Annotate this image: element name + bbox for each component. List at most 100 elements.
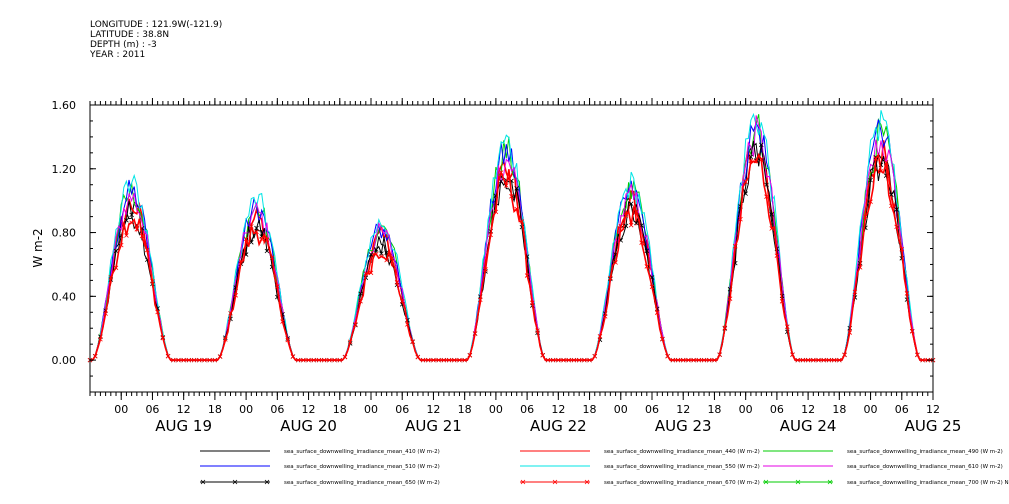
series-line [90, 110, 933, 361]
series-marker [477, 297, 483, 303]
series-marker [514, 206, 519, 212]
legend-marker [200, 479, 206, 485]
x-day-label: AUG 24 [780, 417, 837, 435]
legend-marker [264, 479, 270, 485]
legend-marker [763, 479, 769, 485]
series-marker [576, 357, 582, 363]
series-marker [831, 357, 837, 363]
series-marker [316, 357, 322, 363]
series-marker [805, 357, 811, 363]
series-marker [670, 357, 676, 363]
series-marker [764, 182, 769, 188]
legend-marker [584, 479, 590, 485]
legend-item: sea_surface_downwelling_irradiance_mean_… [520, 479, 760, 486]
series-marker [493, 209, 499, 215]
series-marker [743, 191, 748, 196]
series-marker [415, 354, 421, 360]
series-marker [170, 357, 176, 363]
series-marker [722, 325, 728, 331]
series-marker [915, 352, 920, 358]
series-marker [342, 354, 348, 360]
series-marker [254, 229, 259, 235]
series-marker [738, 216, 743, 222]
series-marker [691, 357, 696, 363]
series-marker [795, 357, 800, 363]
x-hour-label: 12 [426, 403, 440, 416]
series-marker [504, 183, 509, 188]
series-marker [665, 353, 670, 359]
series-marker [686, 357, 691, 363]
series-marker [634, 209, 639, 215]
series-marker [327, 357, 332, 363]
series-marker [358, 291, 363, 297]
series-marker [894, 207, 899, 212]
x-hour-label: 00 [739, 403, 753, 416]
series-marker [181, 357, 186, 363]
y-axis-label: W m-2 [31, 228, 45, 267]
series-marker [451, 357, 457, 363]
series-marker [680, 357, 686, 363]
series-marker [238, 259, 244, 264]
legend-marker [552, 479, 558, 485]
series-marker [165, 353, 171, 359]
series-marker [483, 267, 488, 272]
series-marker [524, 273, 530, 278]
series-7 [87, 152, 936, 363]
series-marker [675, 357, 681, 363]
series-marker [748, 154, 754, 160]
x-hour-label: 00 [239, 403, 253, 416]
series-marker [545, 357, 551, 363]
series-marker [389, 256, 395, 261]
series-marker [384, 257, 389, 263]
series-marker [217, 354, 223, 359]
legend-item: sea_surface_downwelling_irradiance_mean_… [763, 464, 1003, 470]
series-marker [644, 248, 650, 254]
series-marker [920, 357, 925, 363]
series-marker [446, 357, 452, 363]
series-marker [103, 311, 108, 316]
series-marker [98, 336, 103, 342]
x-hour-label: 00 [114, 403, 128, 416]
series-marker [150, 278, 155, 284]
series-marker [717, 352, 722, 358]
series-marker [748, 158, 754, 164]
series-marker [306, 357, 311, 363]
series-marker [868, 177, 873, 183]
x-hour-label: 06 [270, 403, 284, 416]
series-marker [535, 328, 540, 333]
series-marker [233, 293, 238, 298]
x-hour-label: 12 [302, 403, 316, 416]
series-marker [457, 357, 462, 363]
series-marker [243, 236, 249, 242]
series-marker [472, 331, 478, 336]
series-marker [842, 352, 847, 358]
legend-marker [520, 479, 526, 485]
series-marker [410, 339, 415, 344]
series-marker [602, 314, 608, 319]
plot-header: LONGITUDE : 121.9W(-121.9) LATITUDE : 38… [90, 20, 222, 60]
series-marker [826, 357, 832, 363]
x-hour-label: 06 [895, 403, 909, 416]
y-tick-label: 1.20 [52, 163, 77, 176]
y-tick-label: 0.40 [52, 290, 77, 303]
legend-marker [795, 479, 801, 485]
series-marker [873, 156, 879, 161]
series-marker [264, 248, 270, 254]
legend-label: sea_surface_downwelling_irradiance_mean_… [604, 449, 760, 455]
series-marker [909, 328, 915, 334]
series-marker [488, 232, 493, 238]
x-hour-label: 06 [395, 403, 409, 416]
series-line [90, 140, 933, 361]
series-4 [90, 110, 933, 361]
series-marker [467, 353, 473, 358]
series-marker [758, 142, 764, 148]
series-marker [196, 357, 202, 363]
series-marker [769, 212, 774, 217]
series-marker [202, 357, 207, 363]
series-marker [644, 264, 650, 269]
series-marker [883, 160, 889, 165]
series-marker [295, 357, 301, 363]
series-marker [176, 357, 181, 363]
series-marker [660, 336, 665, 342]
